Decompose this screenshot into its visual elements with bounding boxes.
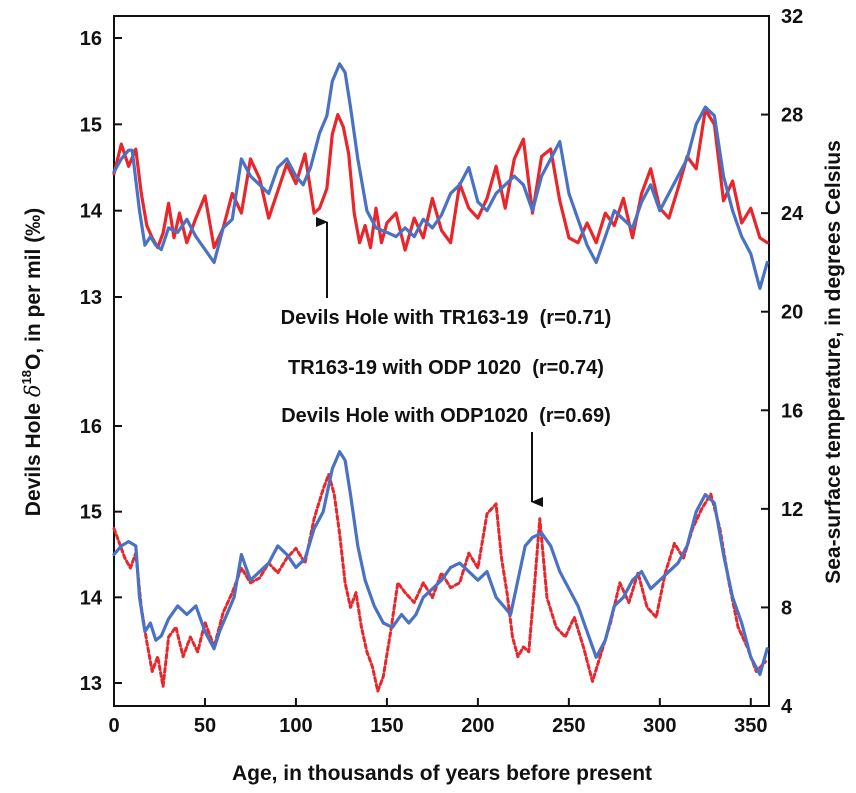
annotation-dh-odp: Devils Hole with ODP1020 (r=0.69): [281, 405, 611, 427]
left-tick-label-upper-16: 16: [80, 28, 102, 50]
series-lower-1-blue: [112, 450, 769, 677]
right-tick-label-8: 8: [781, 597, 792, 619]
ticks-layer: 0 50 100 150 200 250 300 350 13 14 15 16 13 14 15 16 4 8 1…: [80, 6, 804, 737]
x-tick-label-100: 100: [279, 715, 312, 737]
y-left-prefix: Devils Hole: [22, 397, 45, 516]
y-left-sup: 18: [19, 370, 34, 384]
series-layer: [112, 62, 769, 693]
right-tick-label-20: 20: [781, 302, 803, 324]
left-tick-label-upper-13: 13: [80, 287, 102, 309]
right-tick-label-28: 28: [781, 105, 803, 127]
right-tick-label-24: 24: [781, 203, 804, 225]
x-tick-label-50: 50: [194, 715, 216, 737]
left-tick-label-upper-14: 14: [80, 201, 103, 223]
x-tick-label-150: 150: [370, 715, 403, 737]
y-axis-title-right: Sea-surface temperature, in degrees Cels…: [822, 140, 845, 584]
left-tick-label-upper-15: 15: [80, 114, 102, 136]
right-tick-label-32: 32: [781, 6, 803, 28]
right-tick-label-16: 16: [781, 400, 803, 422]
annotation-tr163-odp: TR163-19 with ODP 1020 (r=0.74): [288, 357, 604, 379]
left-tick-label-lower-13: 13: [80, 673, 102, 695]
x-tick-label-250: 250: [552, 715, 585, 737]
left-tick-label-lower-16: 16: [80, 416, 102, 438]
right-tick-label-4: 4: [781, 696, 793, 718]
left-tick-label-lower-15: 15: [80, 502, 102, 524]
annotation-dh-tr163: Devils Hole with TR163-19 (r=0.71): [281, 307, 612, 329]
right-tick-label-12: 12: [781, 499, 803, 521]
x-tick-label-0: 0: [108, 715, 119, 737]
plot-frame: [113, 15, 770, 707]
x-axis-title: Age, in thousands of years before presen…: [232, 762, 652, 785]
left-tick-label-lower-14: 14: [80, 587, 103, 609]
x-tick-label-300: 300: [643, 715, 676, 737]
x-tick-label-350: 350: [734, 715, 767, 737]
y-left-suffix: O, in per mil (‰): [22, 208, 45, 370]
y-axis-title-left: Devils Hole δ18O, in per mil (‰): [19, 208, 45, 516]
x-tick-label-200: 200: [461, 715, 494, 737]
y-left-delta: δ: [21, 384, 45, 397]
series-upper-0-red: [112, 107, 769, 252]
series-upper-1-blue: [112, 62, 769, 290]
